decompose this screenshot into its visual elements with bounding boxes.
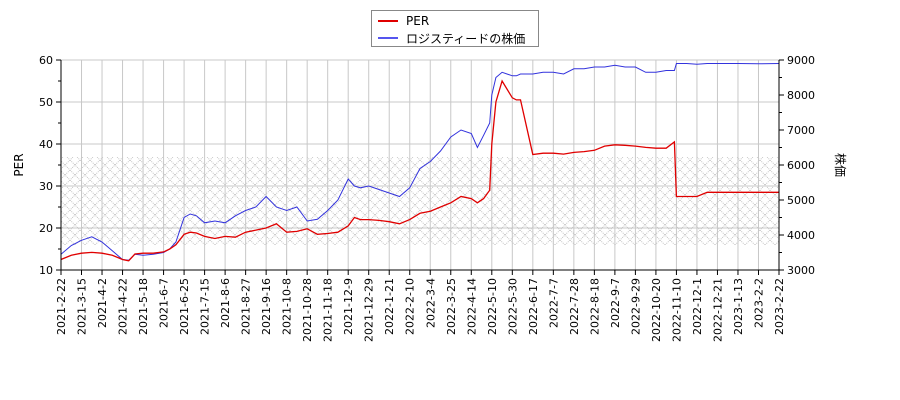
shaded-band (61, 157, 779, 245)
svg-text:5000: 5000 (787, 194, 815, 207)
legend-label: PER (406, 14, 430, 28)
svg-text:2021-11-18: 2021-11-18 (322, 278, 335, 342)
svg-text:2021-5-18: 2021-5-18 (137, 278, 150, 335)
svg-text:50: 50 (39, 96, 53, 109)
svg-text:30: 30 (39, 180, 53, 193)
svg-text:2022-5-30: 2022-5-30 (506, 278, 519, 335)
per-line (61, 79, 779, 262)
svg-text:2021-8-27: 2021-8-27 (240, 278, 253, 335)
svg-text:2022-8-18: 2022-8-18 (588, 278, 601, 335)
legend-label: ロジスティードの株価 (406, 31, 526, 46)
legend-item-price: ロジスティードの株価 (378, 30, 525, 46)
svg-text:10: 10 (39, 264, 53, 277)
series-lines (61, 63, 779, 262)
svg-text:2021-6-25: 2021-6-25 (178, 278, 191, 335)
right-y-axis: 3000 4000 5000 6000 7000 8000 9000 (779, 54, 815, 277)
svg-text:2021-8-6: 2021-8-6 (219, 278, 232, 328)
y2-axis-title: 株価 (833, 153, 848, 177)
svg-text:2021-9-16: 2021-9-16 (260, 278, 273, 335)
svg-text:2022-5-10: 2022-5-10 (486, 278, 499, 335)
legend-swatch-price (378, 37, 398, 39)
svg-text:2021-3-15: 2021-3-15 (76, 278, 89, 335)
svg-text:2022-10-20: 2022-10-20 (650, 278, 663, 342)
svg-text:2023-1-13: 2023-1-13 (732, 278, 745, 335)
svg-text:20: 20 (39, 222, 53, 235)
y-axis-title: PER (12, 153, 26, 176)
legend-item-per: PER (378, 13, 429, 29)
svg-text:2023-2-2: 2023-2-2 (752, 278, 765, 328)
svg-text:2021-4-2: 2021-4-2 (96, 278, 109, 328)
svg-text:2022-1-21: 2022-1-21 (383, 278, 396, 335)
legend: PER ロジスティードの株価 (371, 10, 539, 47)
svg-text:2021-7-15: 2021-7-15 (199, 278, 212, 335)
svg-text:2022-3-4: 2022-3-4 (424, 278, 437, 328)
svg-text:2021-4-22: 2021-4-22 (117, 278, 130, 335)
x-axis: 2021-2-22 2021-3-15 2021-4-2 2021-4-22 2021-… (55, 270, 786, 342)
svg-text:8000: 8000 (787, 89, 815, 102)
svg-text:6000: 6000 (787, 159, 815, 172)
svg-text:2022-7-7: 2022-7-7 (547, 278, 560, 328)
svg-text:2021-10-28: 2021-10-28 (301, 278, 314, 342)
svg-text:2021-6-7: 2021-6-7 (158, 278, 171, 328)
svg-text:2022-3-25: 2022-3-25 (445, 278, 458, 335)
left-y-axis: 10 20 30 40 50 60 (39, 54, 61, 277)
svg-text:2021-12-9: 2021-12-9 (342, 278, 355, 335)
svg-text:2022-11-10: 2022-11-10 (670, 278, 683, 342)
svg-text:2021-2-22: 2021-2-22 (55, 278, 68, 335)
svg-text:2022-7-28: 2022-7-28 (568, 278, 581, 335)
svg-text:9000: 9000 (787, 54, 815, 67)
svg-text:2022-2-10: 2022-2-10 (404, 278, 417, 335)
svg-text:40: 40 (39, 138, 53, 151)
legend-swatch-per (378, 20, 398, 22)
svg-text:2022-9-7: 2022-9-7 (609, 278, 622, 328)
svg-text:2021-12-29: 2021-12-29 (363, 278, 376, 342)
svg-text:60: 60 (39, 54, 53, 67)
svg-text:3000: 3000 (787, 264, 815, 277)
svg-text:2022-9-29: 2022-9-29 (629, 278, 642, 335)
svg-text:2021-10-8: 2021-10-8 (281, 278, 294, 335)
svg-text:2023-2-22: 2023-2-22 (773, 278, 786, 335)
svg-text:2022-4-14: 2022-4-14 (465, 278, 478, 335)
svg-text:4000: 4000 (787, 229, 815, 242)
svg-text:2022-12-1: 2022-12-1 (691, 278, 704, 335)
stock-price-line (61, 63, 779, 261)
svg-text:2022-6-17: 2022-6-17 (527, 278, 540, 335)
svg-text:7000: 7000 (787, 124, 815, 137)
svg-text:2022-12-21: 2022-12-21 (711, 278, 724, 342)
